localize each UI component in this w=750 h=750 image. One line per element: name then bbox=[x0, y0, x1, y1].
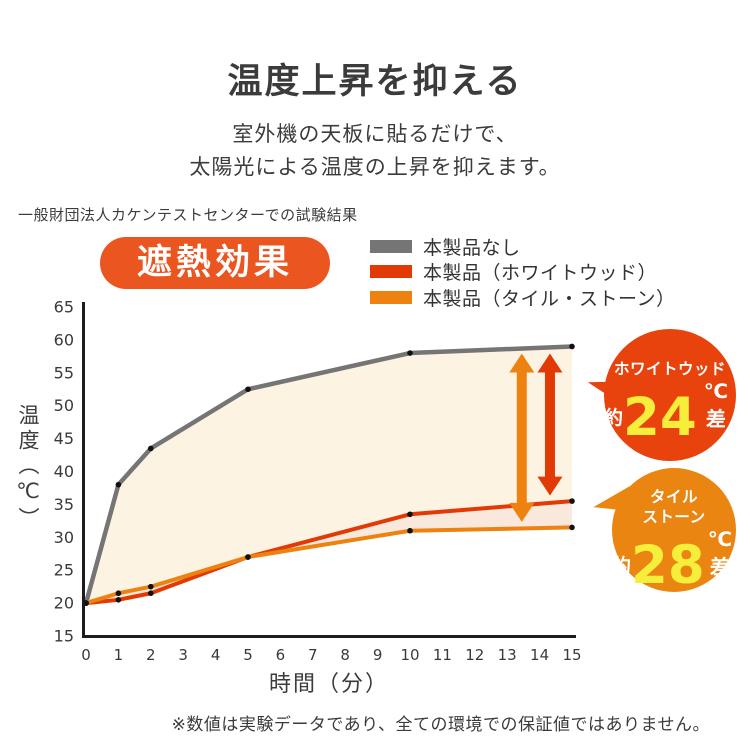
data-point-dot bbox=[245, 386, 251, 393]
test-note: 一般財団法人カケンテストセンターでの試験結果 bbox=[18, 206, 358, 224]
x-tick-label: 13 bbox=[498, 646, 517, 664]
fill-area bbox=[86, 501, 572, 604]
x-tick-label: 3 bbox=[178, 646, 188, 664]
x-tick-label: 8 bbox=[340, 646, 350, 664]
x-tick-label: 14 bbox=[530, 646, 549, 664]
diff-unit: ℃差 bbox=[703, 379, 729, 431]
footer-note: ※数値は実験データであり、全ての環境での保証値ではありません。 bbox=[171, 715, 710, 735]
legend-swatch-icon bbox=[370, 239, 412, 253]
y-tick-label: 45 bbox=[54, 429, 74, 448]
data-point-dot bbox=[148, 583, 154, 590]
diff-value: 24 bbox=[623, 386, 697, 448]
x-tick-label: 15 bbox=[562, 646, 581, 664]
subtitle-line-1: 室外機の天板に貼るだけで、 bbox=[232, 122, 518, 146]
y-axis-label: 温度（℃） bbox=[16, 404, 40, 532]
series-line-1 bbox=[84, 499, 574, 606]
heat-shield-effect-badge: 遮熱効果 bbox=[100, 237, 330, 289]
series-line-0 bbox=[83, 344, 575, 606]
x-tick-label: 10 bbox=[400, 646, 419, 664]
y-tick-label: 30 bbox=[54, 528, 74, 547]
legend-row: 本製品（タイル・ストーン） bbox=[370, 287, 676, 310]
x-tick-label: 5 bbox=[243, 646, 253, 664]
tile-stone-diff-badge: タイルストーン 約 28 ℃差 bbox=[590, 468, 736, 596]
legend-swatch-icon bbox=[370, 265, 412, 278]
data-point-dot bbox=[569, 524, 575, 531]
y-tick-label: 40 bbox=[54, 462, 74, 481]
legend-label: 本製品（ホワイトウッド） bbox=[423, 262, 658, 284]
x-tick-label: 12 bbox=[465, 646, 484, 664]
x-tick-label: 1 bbox=[114, 646, 124, 664]
data-point-dot bbox=[569, 343, 575, 350]
x-tick-label: 7 bbox=[308, 646, 318, 664]
data-point-dot bbox=[148, 445, 154, 452]
badge-product-label: ホワイトウッド bbox=[613, 360, 726, 378]
diff-unit: ℃差 bbox=[707, 527, 733, 579]
x-tick-label: 4 bbox=[211, 646, 221, 664]
chart-legend: 本製品なし本製品（ホワイトウッド） 本製品（タイル・ストーン） bbox=[370, 236, 676, 313]
data-point-dot bbox=[407, 350, 413, 356]
data-point-dot bbox=[148, 590, 154, 597]
diff-value-row: 約 28 ℃差 bbox=[612, 527, 736, 596]
data-point-dot bbox=[407, 511, 413, 518]
data-point-dot bbox=[407, 527, 413, 534]
diff-value: 28 bbox=[631, 534, 705, 596]
x-tick-label: 2 bbox=[146, 646, 156, 664]
x-tick-label: 6 bbox=[276, 646, 286, 664]
badge-label-line-2: ストーン bbox=[642, 508, 706, 526]
data-point-dot bbox=[245, 554, 251, 560]
subtitle-line-2: 太陽光による温度の上昇を抑えます。 bbox=[189, 155, 561, 179]
data-point-dot bbox=[115, 590, 122, 597]
page-subtitle: 室外機の天板に貼るだけで、太陽光による温度の上昇を抑えます。 bbox=[0, 118, 750, 184]
y-tick-label: 20 bbox=[54, 594, 74, 613]
diff-arrow bbox=[509, 353, 535, 522]
legend-row: 本製品（ホワイトウッド） bbox=[370, 262, 676, 284]
legend-label: 本製品（タイル・ストーン） bbox=[423, 287, 676, 310]
y-tick-label: 50 bbox=[54, 396, 74, 415]
x-axis-label: 時間（分） bbox=[268, 672, 389, 697]
fill-area bbox=[86, 346, 572, 604]
x-tick-label: 9 bbox=[373, 646, 383, 664]
legend-row: 本製品なし bbox=[370, 236, 676, 259]
diff-arrow bbox=[537, 353, 563, 496]
data-point-dot bbox=[115, 597, 122, 603]
y-tick-label: 55 bbox=[54, 363, 74, 382]
y-tick-label: 25 bbox=[54, 561, 74, 580]
y-tick-label: 15 bbox=[54, 627, 74, 646]
badge-label-line-1: タイル bbox=[649, 488, 698, 506]
x-tick-label: 11 bbox=[433, 646, 452, 664]
approx-label: 約 bbox=[612, 555, 632, 577]
whitewood-diff-badge: ホワイトウッド 約 24 ℃差 bbox=[584, 329, 736, 461]
x-tick-label: 0 bbox=[81, 646, 91, 664]
legend-swatch-icon bbox=[370, 290, 412, 304]
y-tick-label: 35 bbox=[54, 495, 74, 514]
y-tick-label: 65 bbox=[54, 298, 74, 317]
y-tick-label: 60 bbox=[54, 330, 74, 349]
data-point-dot bbox=[569, 498, 575, 504]
diff-value-row: 約 24 ℃差 bbox=[604, 379, 736, 448]
page-title: 温度上昇を抑える bbox=[227, 62, 523, 103]
badge-product-label: タイル ストーン bbox=[612, 487, 736, 527]
approx-label: 約 bbox=[604, 407, 624, 429]
legend-label: 本製品なし bbox=[423, 236, 521, 259]
series-line-2 bbox=[84, 525, 574, 606]
data-point-dot bbox=[115, 481, 122, 488]
